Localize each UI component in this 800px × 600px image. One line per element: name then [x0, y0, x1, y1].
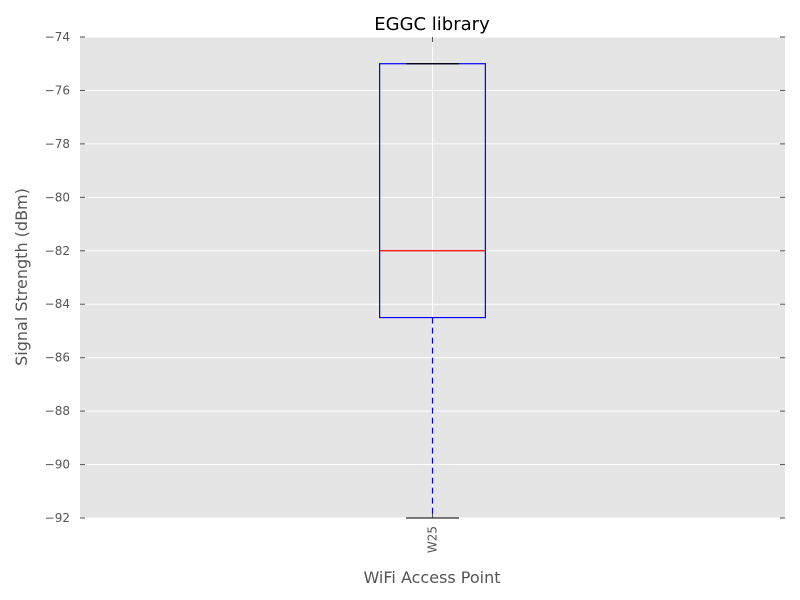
x-tick-label: W25: [426, 526, 440, 553]
y-tick-label: −76: [45, 83, 70, 97]
y-tick-label: −90: [45, 458, 70, 472]
y-tick-label: −74: [45, 30, 70, 44]
y-tick-label: −84: [45, 297, 70, 311]
box-layer: [379, 63, 486, 519]
y-tick-label: −80: [45, 190, 70, 204]
x-axis-label: WiFi Access Point: [363, 568, 500, 587]
y-axis-label: Signal Strength (dBm): [12, 188, 31, 366]
y-tick-label: −86: [45, 351, 70, 365]
box-plot-w25: [379, 63, 486, 519]
chart-title: EGGC library: [374, 14, 490, 35]
axis-ticks: −74 −76 −78 −80 −82 −84 −86 −88 −90 −92 W25: [45, 30, 785, 553]
y-tick-label: −82: [45, 244, 70, 258]
y-tick-label: −88: [45, 404, 70, 418]
y-tick-label: −92: [45, 511, 70, 525]
y-tick-label: −78: [45, 137, 70, 151]
